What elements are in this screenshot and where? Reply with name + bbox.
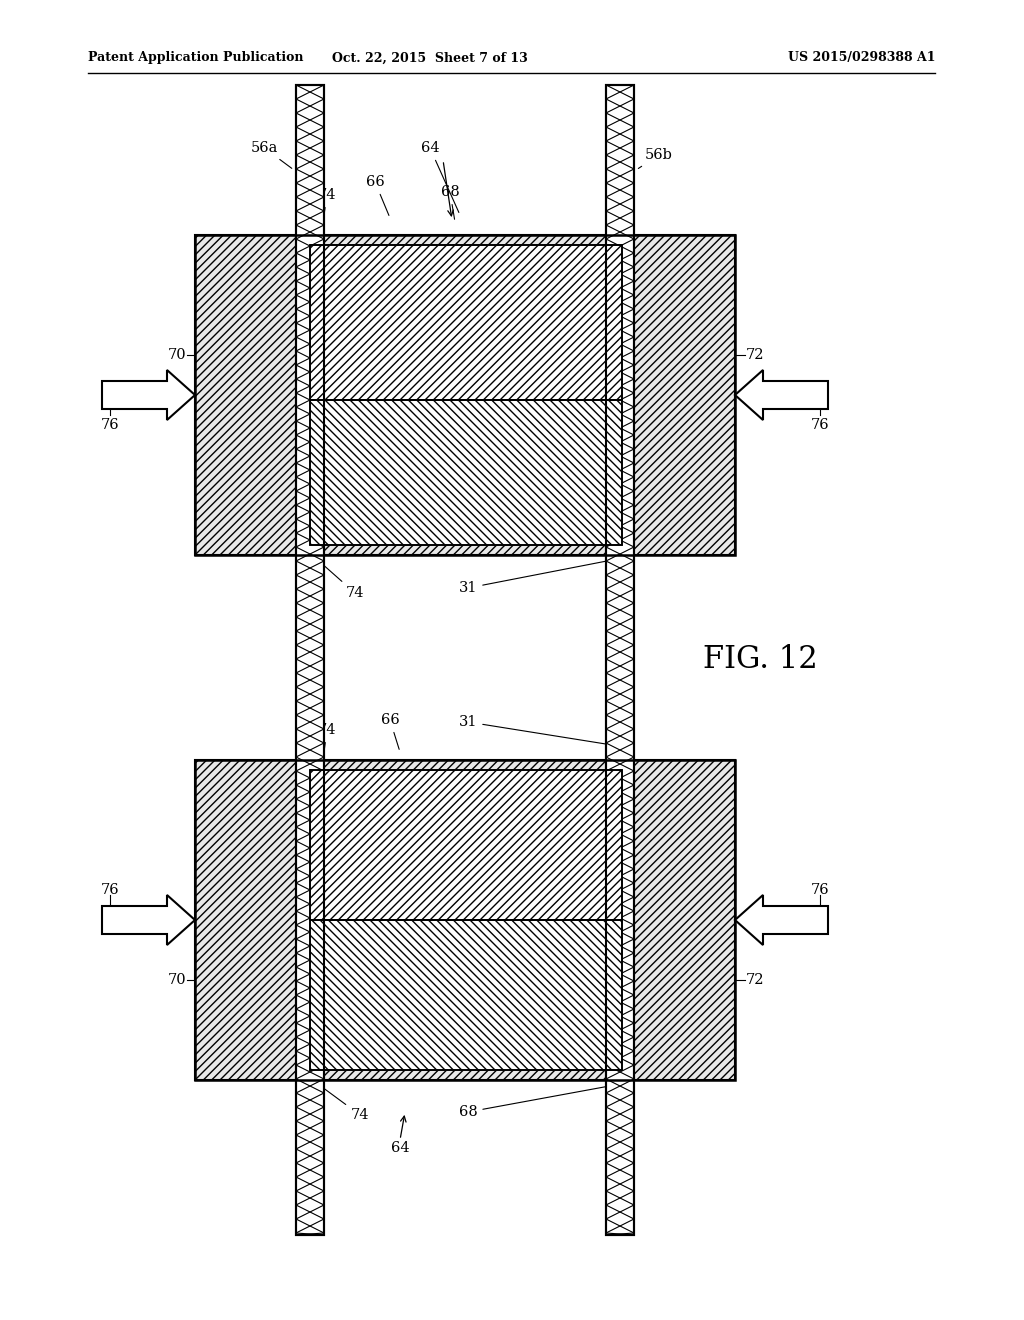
Text: 68: 68 [459,1085,612,1119]
Text: 74: 74 [317,723,336,750]
Text: 72: 72 [745,348,764,362]
Text: 31: 31 [294,176,313,202]
Text: 56b: 56b [638,148,673,169]
Text: 31: 31 [459,715,609,744]
Bar [195,235,735,554]
Bar [310,246,622,400]
Text: 74: 74 [325,1089,370,1122]
Text: 66: 66 [366,176,389,215]
Text: 76: 76 [811,883,829,898]
Text: 68: 68 [304,562,323,597]
Bar [310,246,622,400]
Bar [296,84,324,1236]
Text: FIG. 12: FIG. 12 [702,644,817,676]
Bar [310,920,622,1071]
Text: US 2015/0298388 A1: US 2015/0298388 A1 [787,51,935,65]
Text: 76: 76 [100,418,120,432]
Polygon shape [735,370,828,420]
Bar [310,770,622,920]
Bar [195,235,735,554]
Polygon shape [735,895,828,945]
Bar [310,770,622,920]
Text: 31: 31 [459,561,609,595]
Bar [195,760,735,1080]
Text: 76: 76 [811,418,829,432]
Bar [606,84,634,1236]
Text: 31: 31 [294,713,313,742]
Polygon shape [102,370,195,420]
Text: 68: 68 [440,185,460,219]
Polygon shape [102,895,195,945]
Bar [195,760,735,1080]
Text: 64: 64 [421,141,459,213]
Text: 76: 76 [100,883,120,898]
Text: 66: 66 [381,713,399,750]
Text: 70: 70 [168,973,186,987]
Text: 74: 74 [317,187,336,213]
Text: 74: 74 [323,564,365,601]
Text: 72: 72 [745,973,764,987]
Bar [310,400,622,545]
Bar [606,84,634,1236]
Text: 70: 70 [168,348,186,362]
Text: Patent Application Publication: Patent Application Publication [88,51,303,65]
Bar [310,400,622,545]
Text: 56a: 56a [251,141,292,169]
Text: 64: 64 [391,1140,410,1155]
Text: Oct. 22, 2015  Sheet 7 of 13: Oct. 22, 2015 Sheet 7 of 13 [332,51,528,65]
Text: 68: 68 [305,1088,325,1119]
Bar [296,84,324,1236]
Bar [310,920,622,1071]
